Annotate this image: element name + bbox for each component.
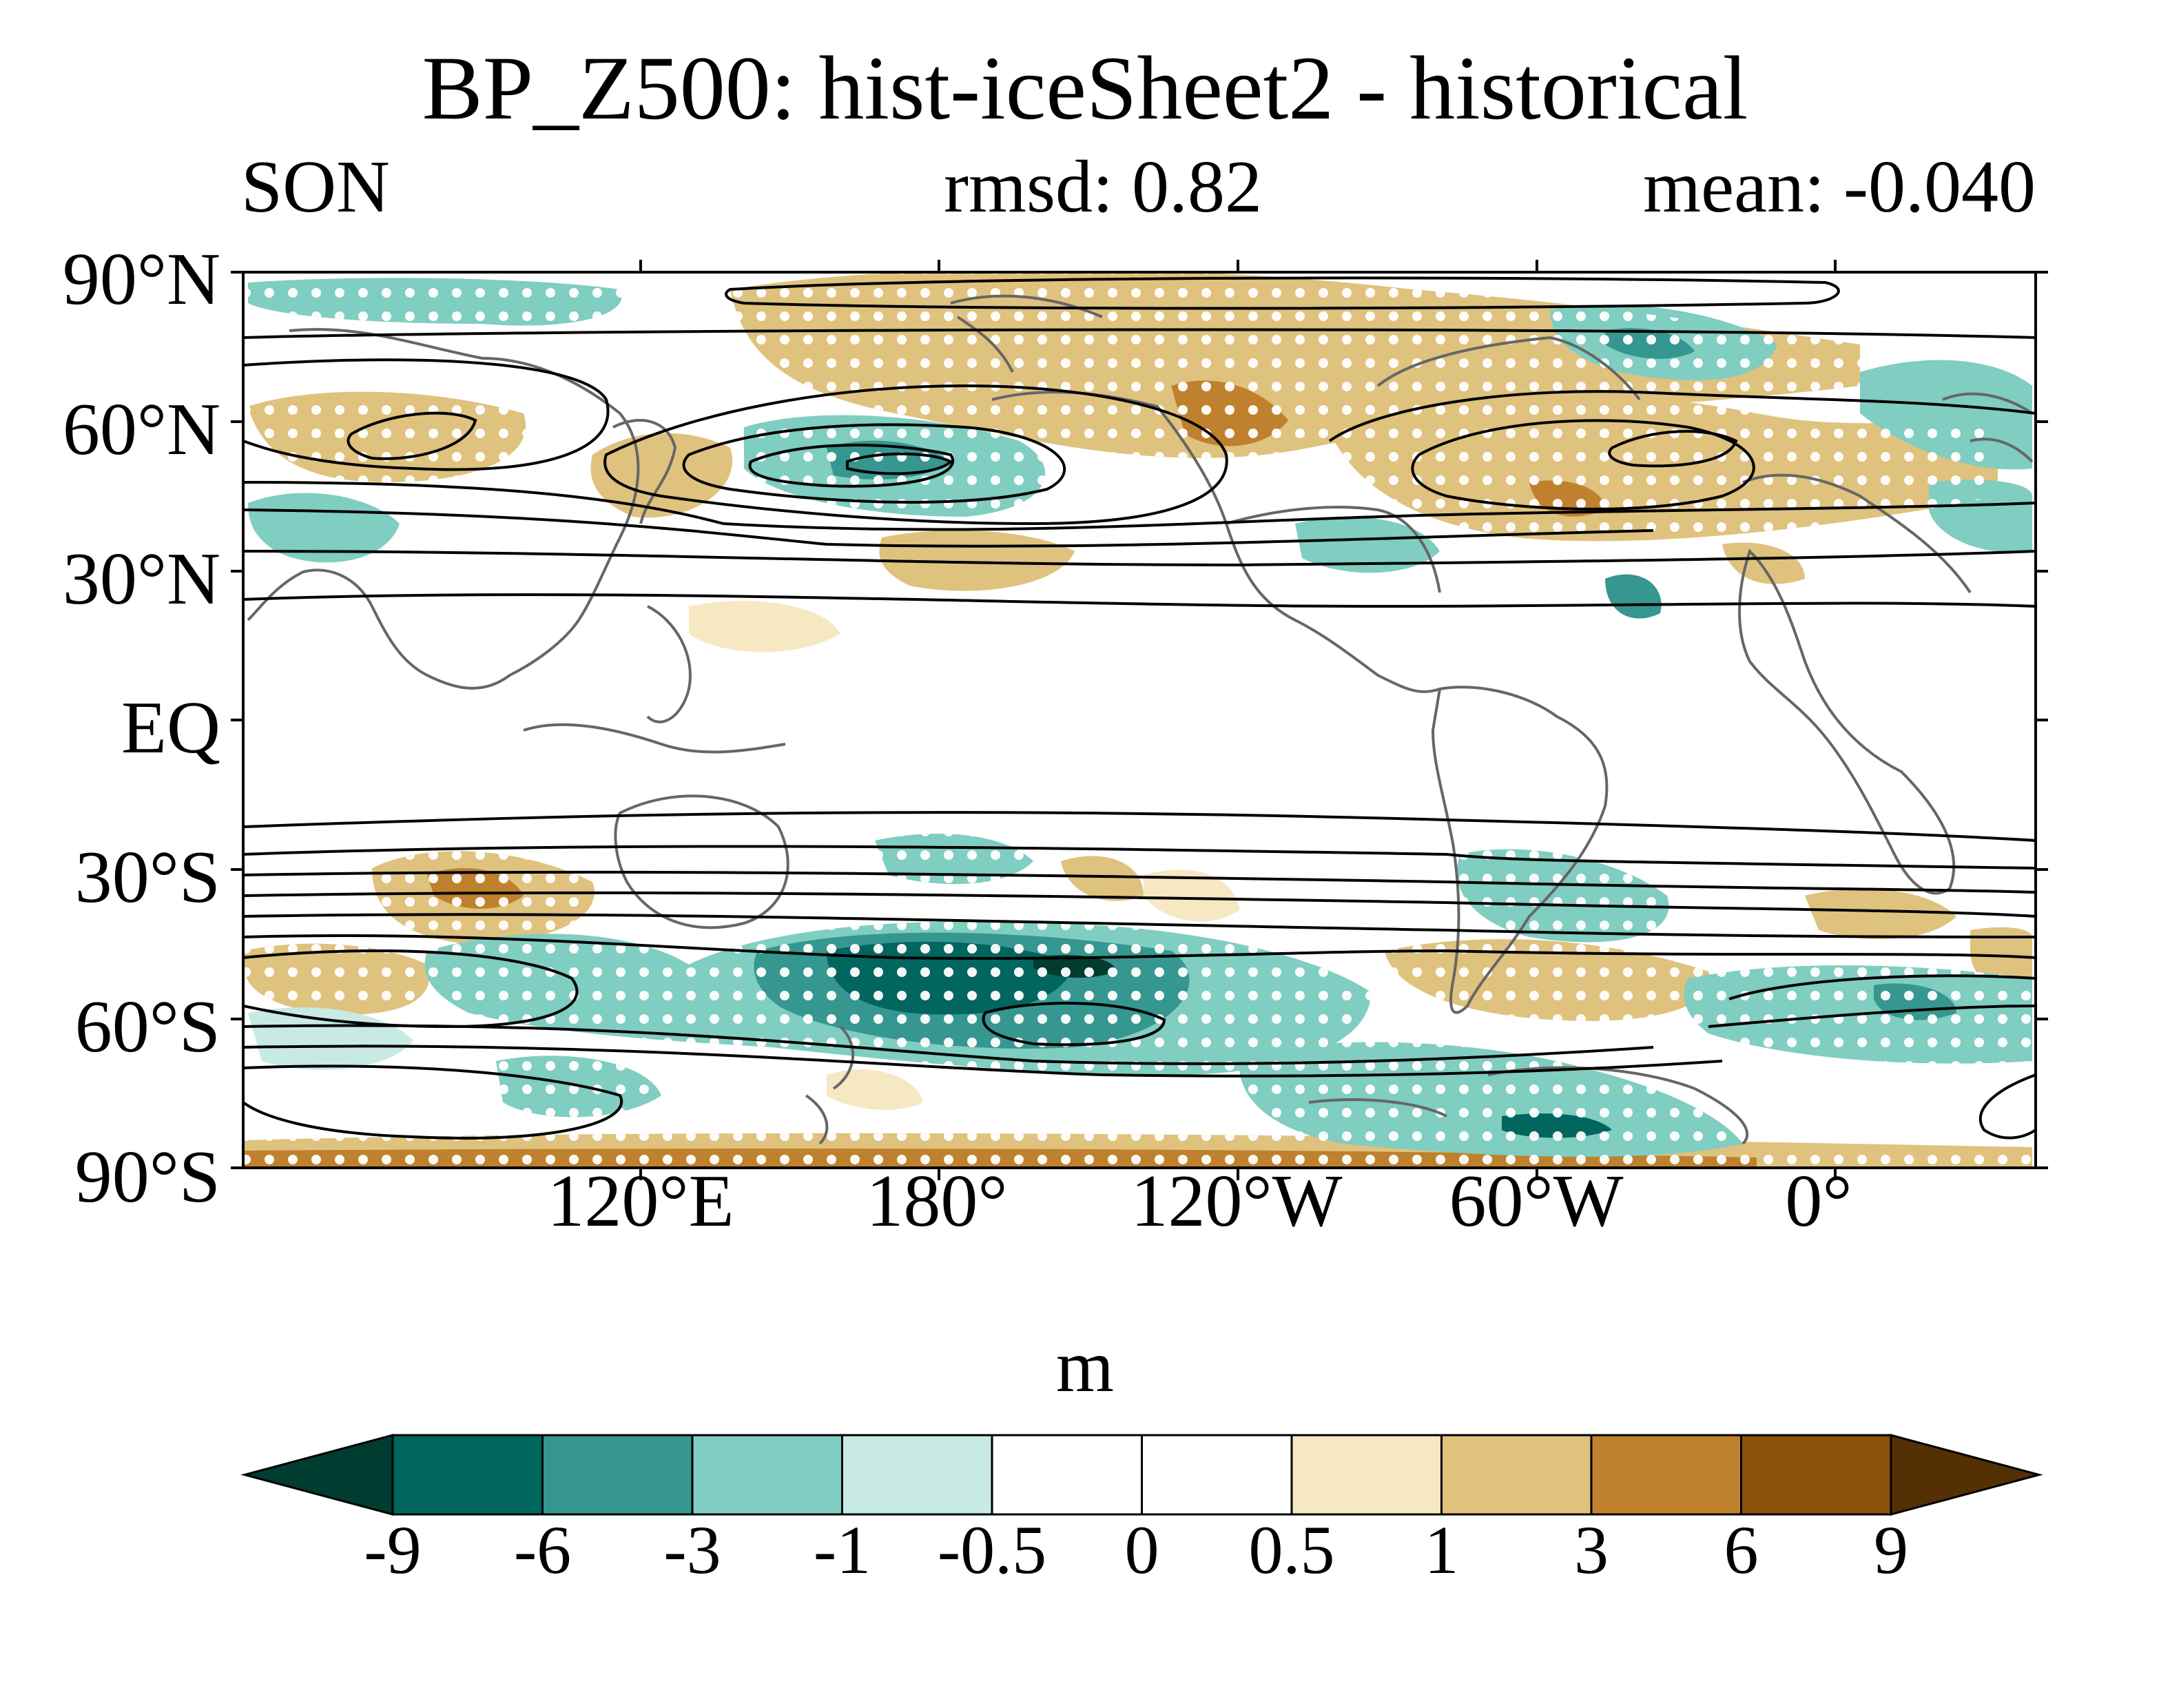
- season-label: SON: [241, 146, 391, 228]
- colorbar-tick-label: 0.5: [1248, 1512, 1335, 1588]
- lat-label-30n: 30°N: [62, 538, 220, 620]
- lat-label-eq: EQ: [121, 687, 220, 769]
- colorbar-tick-label: 3: [1574, 1512, 1609, 1588]
- colorbar: [240, 1434, 2043, 1516]
- colorbar-box: [391, 1434, 544, 1516]
- lat-label-90s: 90°S: [74, 1136, 220, 1218]
- colorbar-box: [991, 1434, 1143, 1516]
- colorbar-arrow-min: [240, 1434, 394, 1516]
- colorbar-tick-label: 1: [1424, 1512, 1459, 1588]
- lon-label-180: 180°: [866, 1160, 1008, 1242]
- colorbar-box: [1440, 1434, 1593, 1516]
- colorbar-box: [1740, 1434, 1892, 1516]
- colorbar-box: [1590, 1434, 1742, 1516]
- colorbar-arrow-max: [1890, 1434, 2043, 1516]
- colorbar-box: [1290, 1434, 1443, 1516]
- rmsd-label: rmsd: 0.82: [944, 146, 1263, 228]
- lon-label-0: 0°: [1785, 1160, 1852, 1242]
- colorbar-tick-label: -9: [364, 1512, 422, 1588]
- colorbar-tick-label: -1: [813, 1512, 871, 1588]
- lat-label-60s: 60°S: [74, 986, 220, 1068]
- colorbar-tick-label: 6: [1724, 1512, 1759, 1588]
- colorbar-tick-label: 0: [1124, 1512, 1159, 1588]
- lat-label-60n: 60°N: [62, 389, 220, 471]
- map-title: BP_Z500: hist-iceSheet2 - historical: [422, 37, 1748, 138]
- lat-label-30s: 30°S: [74, 836, 220, 918]
- colorbar-tick-label: -6: [513, 1512, 572, 1588]
- climatology-contours: [243, 276, 2036, 1140]
- axis-ticks: [231, 260, 2048, 1180]
- colorbar-box: [541, 1434, 694, 1516]
- colorbar-tick-label: 9: [1874, 1512, 1908, 1588]
- colorbar-box: [841, 1434, 993, 1516]
- colorbar-tick-label: -0.5: [937, 1512, 1047, 1588]
- mean-label: mean: -0.040: [1643, 146, 2036, 228]
- colorbar-tick-label: -3: [663, 1512, 721, 1588]
- colorbar-box: [1141, 1434, 1293, 1516]
- colorbar-units: m: [1055, 1326, 1114, 1408]
- colorbar-box: [691, 1434, 843, 1516]
- anomaly-shading: [243, 272, 2032, 1168]
- lat-label-90n: 90°N: [62, 238, 220, 320]
